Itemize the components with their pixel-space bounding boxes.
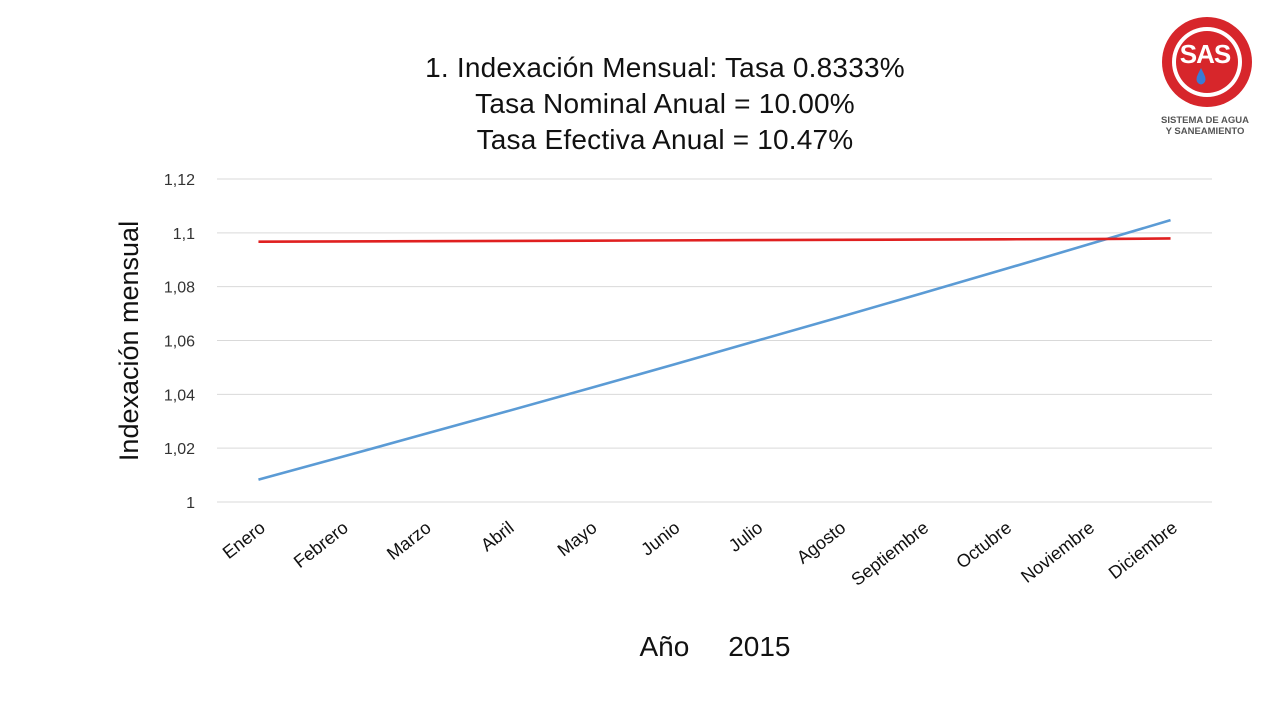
logo-line-1: SISTEMA DE AGUA [1161, 115, 1249, 126]
y-tick-label: 1,02 [164, 441, 195, 458]
x-tick-label: Noviembre [1017, 517, 1098, 586]
y-tick-label: 1 [186, 495, 195, 512]
x-tick-label: Julio [725, 517, 766, 556]
y-axis-title: Indexación mensual [114, 221, 144, 461]
x-tick-label: Diciembre [1105, 517, 1181, 583]
x-tick-label: Abril [477, 517, 518, 555]
logo-line-2: Y SANEAMIENTO [1165, 126, 1245, 137]
series-line-2 [258, 237, 1171, 244]
y-tick-label: 1,04 [164, 387, 195, 404]
y-tick-label: 1,12 [164, 172, 195, 189]
y-tick-label: 1,08 [164, 280, 195, 297]
logo-brand: SAS [1179, 39, 1231, 69]
x-tick-label: Agosto [793, 517, 849, 567]
x-tick-label: Junio [637, 517, 683, 559]
y-tick-label: 1,1 [173, 226, 195, 243]
sas-logo-icon [1162, 17, 1252, 107]
x-tick-label: Septiembre [847, 517, 932, 589]
x-tick-label: Febrero [290, 517, 352, 572]
x-axis-title: Año 2015 [639, 631, 790, 662]
chart-subtitle-nominal: Tasa Nominal Anual = 10.00% [475, 88, 855, 119]
x-tick-label: Mayo [554, 517, 601, 560]
y-tick-label: 1,06 [164, 334, 195, 351]
x-tick-label: Octubre [952, 517, 1015, 572]
series-line-1 [258, 218, 1171, 481]
chart-title: 1. Indexación Mensual: Tasa 0.8333% [425, 52, 905, 83]
chart-subtitle-effective: Tasa Efectiva Anual = 10.47% [476, 124, 854, 155]
sas-logo [1138, 0, 1280, 160]
x-tick-label: Enero [219, 517, 269, 562]
x-tick-label: Marzo [383, 517, 435, 564]
